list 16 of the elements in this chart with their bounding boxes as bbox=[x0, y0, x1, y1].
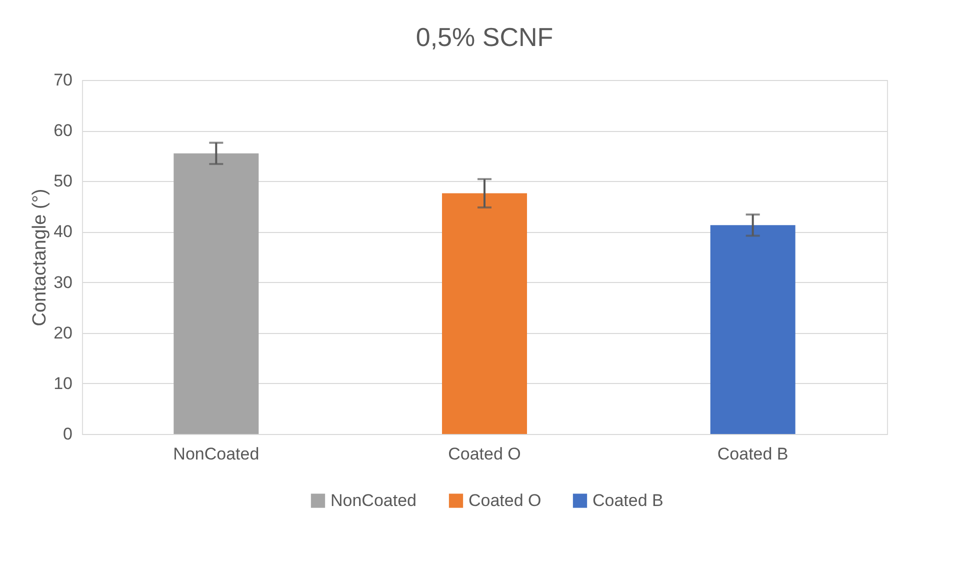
y-tick-label: 10 bbox=[54, 374, 72, 393]
y-tick-label: 30 bbox=[54, 272, 72, 292]
y-tick-label: 20 bbox=[54, 323, 72, 342]
x-tick-label: Coated B bbox=[717, 444, 788, 464]
legend-label: Coated O bbox=[468, 490, 542, 510]
legend-label: Coated B bbox=[592, 490, 664, 510]
x-tick-label: Coated O bbox=[448, 444, 521, 464]
y-axis-title: Contactangle (°) bbox=[30, 188, 51, 326]
y-tick-label: 0 bbox=[63, 424, 72, 444]
legend-label: NonCoated bbox=[330, 490, 417, 510]
y-tick-label: 40 bbox=[54, 222, 72, 242]
y-tick-label: 50 bbox=[54, 172, 72, 191]
x-tick-label: NonCoated bbox=[173, 444, 260, 464]
y-tick-label: 60 bbox=[54, 121, 72, 140]
y-tick-label: 70 bbox=[54, 70, 72, 90]
chart-title: 0,5% SCNF bbox=[416, 22, 554, 52]
